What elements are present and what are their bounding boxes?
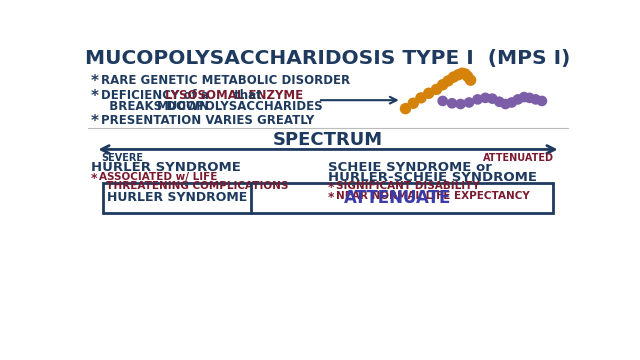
Circle shape (495, 97, 504, 106)
Circle shape (463, 71, 472, 81)
Circle shape (416, 93, 426, 103)
Circle shape (460, 69, 470, 79)
Text: *: * (328, 181, 335, 194)
Text: SIGNIFICANT DISABILITY: SIGNIFICANT DISABILITY (336, 181, 479, 191)
Text: ATTENUATED: ATTENUATED (483, 153, 554, 162)
Text: ATTENUATE: ATTENUATE (344, 189, 451, 207)
Circle shape (513, 95, 522, 104)
Text: SEVERE: SEVERE (102, 153, 144, 162)
Circle shape (473, 95, 482, 104)
Text: DEFICIENCY of a: DEFICIENCY of a (101, 89, 213, 102)
Text: that: that (230, 89, 262, 102)
Circle shape (520, 93, 529, 102)
Circle shape (431, 84, 442, 94)
Circle shape (438, 80, 448, 90)
Text: RARE GENETIC METABOLIC DISORDER: RARE GENETIC METABOLIC DISORDER (101, 74, 350, 87)
Text: SCHEIE SYNDROME or: SCHEIE SYNDROME or (328, 161, 492, 174)
Circle shape (507, 98, 516, 107)
Text: BREAKS DOWN: BREAKS DOWN (101, 100, 213, 113)
Circle shape (481, 93, 490, 103)
Text: PRESENTATION VARIES GREATLY: PRESENTATION VARIES GREATLY (101, 114, 314, 127)
Text: HURLER SYNDROME: HURLER SYNDROME (91, 161, 241, 174)
Circle shape (438, 96, 447, 105)
Text: SPECTRUM: SPECTRUM (273, 131, 383, 149)
Circle shape (447, 99, 457, 108)
Circle shape (531, 95, 540, 104)
Text: MUCOPOLYSACCHARIDES: MUCOPOLYSACCHARIDES (157, 100, 324, 113)
Text: HURLER-SCHEIE SYNDROME: HURLER-SCHEIE SYNDROME (328, 171, 537, 184)
Text: MUCOPOLYSACCHARIDOSIS TYPE I  (MPS I): MUCOPOLYSACCHARIDOSIS TYPE I (MPS I) (85, 49, 571, 68)
Circle shape (457, 68, 467, 78)
Text: ASSOCIATED w/ LIFE: ASSOCIATED w/ LIFE (99, 172, 217, 182)
Circle shape (525, 93, 534, 103)
Circle shape (456, 99, 465, 109)
Circle shape (501, 99, 510, 109)
Text: LYSOSOMAL ENZYME: LYSOSOMAL ENZYME (165, 89, 303, 102)
Text: HURLER SYNDROME: HURLER SYNDROME (107, 192, 247, 204)
Circle shape (537, 96, 547, 105)
Text: THREATENING COMPLICATIONS: THREATENING COMPLICATIONS (99, 181, 288, 191)
Text: NEAR NORMAL LIFE EXPECTANCY: NEAR NORMAL LIFE EXPECTANCY (336, 191, 529, 201)
Circle shape (449, 72, 459, 82)
Text: *: * (91, 74, 99, 89)
Circle shape (465, 98, 474, 107)
Text: *: * (91, 89, 99, 104)
Circle shape (488, 94, 497, 103)
Circle shape (401, 104, 410, 114)
Text: *: * (91, 114, 99, 129)
Text: *: * (91, 172, 97, 185)
Circle shape (424, 88, 434, 98)
Circle shape (443, 76, 453, 86)
Circle shape (408, 98, 419, 108)
Circle shape (453, 70, 463, 80)
Text: *: * (328, 191, 335, 204)
Bar (103, 183, 553, 213)
Circle shape (465, 75, 476, 85)
